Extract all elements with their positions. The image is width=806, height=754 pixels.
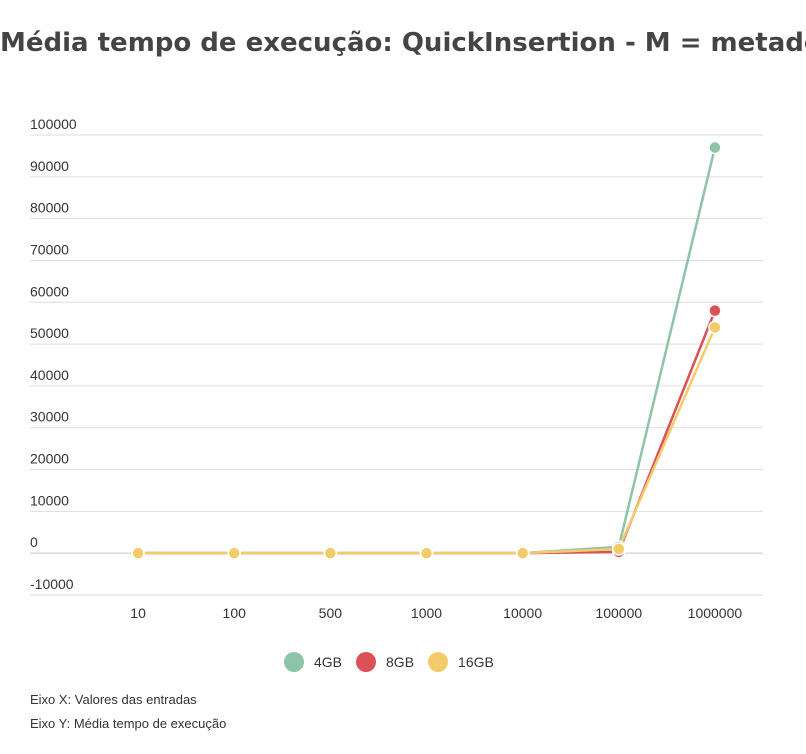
chart-title: Média tempo de execução: QuickInsertion … bbox=[0, 28, 806, 58]
grid-lines bbox=[30, 134, 763, 596]
legend-swatch-8gb bbox=[356, 652, 377, 672]
data-point-8gb[interactable] bbox=[708, 303, 722, 318]
x-axis-ticks: 10 100 500 1000 10000 100000 1000000 bbox=[130, 605, 742, 621]
y-axis-ticks: 1000009000080000700006000050000400003000… bbox=[30, 116, 77, 592]
legend-swatch-16gb bbox=[428, 652, 449, 672]
data-point-16gb[interactable] bbox=[708, 320, 722, 335]
y-tick-label: -10000 bbox=[30, 576, 74, 592]
data-point-4gb[interactable] bbox=[708, 140, 722, 155]
series-line-16gb bbox=[138, 326, 717, 555]
legend-item-16gb[interactable]: 16GB bbox=[428, 652, 494, 672]
x-tick-label: 500 bbox=[319, 605, 343, 621]
x-axis-caption: Eixo X: Valores das entradas bbox=[30, 692, 197, 707]
legend-swatch-4gb bbox=[284, 652, 304, 672]
series-lines bbox=[138, 147, 717, 555]
legend: 4GB 8GB 16GB bbox=[284, 652, 508, 672]
y-tick-label: 80000 bbox=[30, 200, 69, 216]
y-tick-label: 30000 bbox=[30, 409, 69, 425]
data-point-16gb[interactable] bbox=[612, 542, 626, 556]
data-point-16gb[interactable] bbox=[515, 546, 530, 560]
y-tick-label: 40000 bbox=[30, 367, 69, 383]
x-tick-label: 10000 bbox=[503, 605, 542, 621]
series-line-4gb bbox=[138, 147, 717, 555]
legend-label-4gb: 4GB bbox=[314, 654, 343, 670]
x-tick-label: 10 bbox=[130, 605, 146, 621]
series-points bbox=[131, 140, 722, 560]
legend-label-16gb: 16GB bbox=[458, 654, 494, 670]
y-tick-label: 100000 bbox=[30, 116, 77, 132]
y-tick-label: 70000 bbox=[30, 241, 69, 257]
legend-item-8gb[interactable]: 8GB bbox=[356, 652, 414, 672]
data-point-16gb[interactable] bbox=[131, 546, 145, 560]
line-chart: 1000009000080000700006000050000400003000… bbox=[30, 116, 763, 621]
x-tick-label: 1000 bbox=[411, 605, 442, 621]
legend-label-8gb: 8GB bbox=[386, 654, 415, 670]
y-tick-label: 60000 bbox=[30, 283, 69, 299]
y-tick-label: 10000 bbox=[30, 492, 69, 508]
x-tick-label: 1000000 bbox=[688, 605, 743, 621]
x-tick-label: 100000 bbox=[595, 605, 642, 621]
y-tick-label: 20000 bbox=[30, 451, 69, 467]
y-tick-label: 0 bbox=[30, 534, 38, 550]
legend-item-4gb[interactable]: 4GB bbox=[284, 652, 342, 672]
y-axis-caption: Eixo Y: Média tempo de execução bbox=[30, 716, 227, 731]
y-tick-label: 90000 bbox=[30, 158, 69, 174]
x-tick-label: 100 bbox=[223, 605, 247, 621]
series-line-8gb bbox=[138, 310, 717, 555]
y-tick-label: 50000 bbox=[30, 325, 69, 341]
data-point-16gb[interactable] bbox=[227, 546, 241, 560]
data-point-16gb[interactable] bbox=[419, 546, 434, 560]
data-point-16gb[interactable] bbox=[323, 546, 338, 560]
